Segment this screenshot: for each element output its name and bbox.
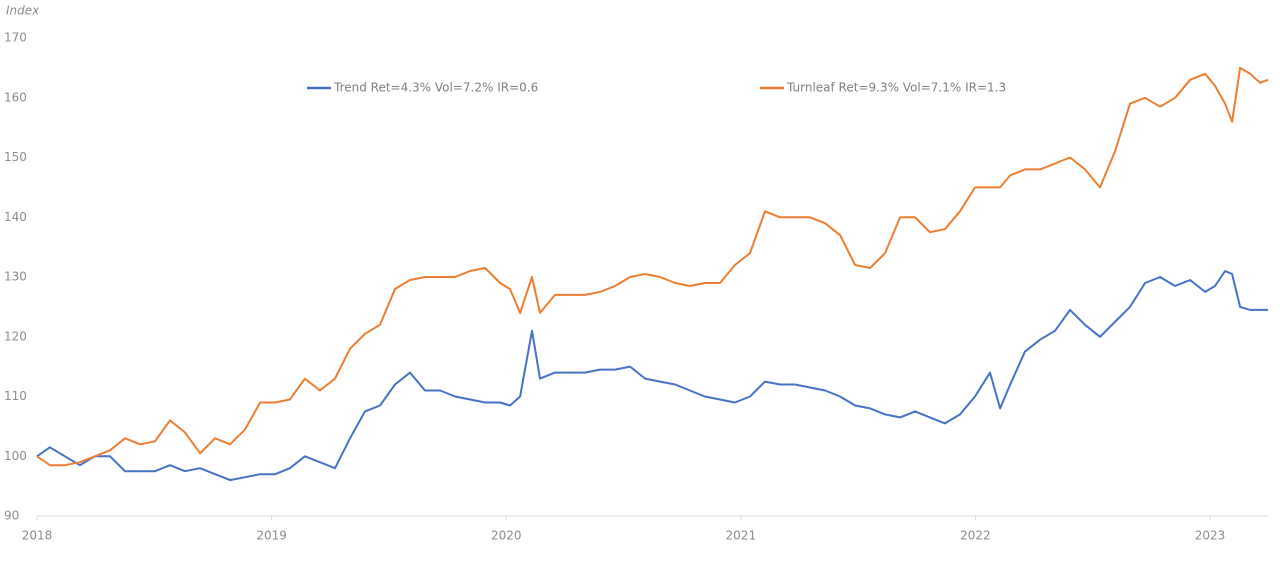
x-tick-label: 2020: [491, 529, 522, 543]
y-tick-label: 150: [4, 150, 27, 164]
y-tick-label: 90: [4, 509, 19, 523]
y-tick-label: 120: [4, 329, 27, 343]
x-tick-label: 2018: [22, 529, 53, 543]
y-tick-label: 100: [4, 449, 27, 463]
y-tick-label: 170: [4, 31, 27, 45]
y-axis-label: Index: [6, 4, 40, 18]
series-line: [36, 270, 1268, 482]
y-tick-label: 160: [4, 90, 27, 104]
y-tick-label: 130: [4, 270, 27, 284]
x-tick-label: 2019: [256, 529, 287, 543]
x-tick-label: 2022: [960, 529, 991, 543]
y-tick-label: 110: [4, 389, 27, 403]
series-line: [36, 66, 1269, 467]
legend-label: Trend Ret=4.3% Vol=7.2% IR=0.6: [333, 81, 538, 95]
y-tick-label: 140: [4, 210, 27, 224]
x-tick-label: 2023: [1195, 529, 1226, 543]
legend-label: Turnleaf Ret=9.3% Vol=7.1% IR=1.3: [786, 81, 1006, 95]
x-tick-label: 2021: [726, 529, 757, 543]
